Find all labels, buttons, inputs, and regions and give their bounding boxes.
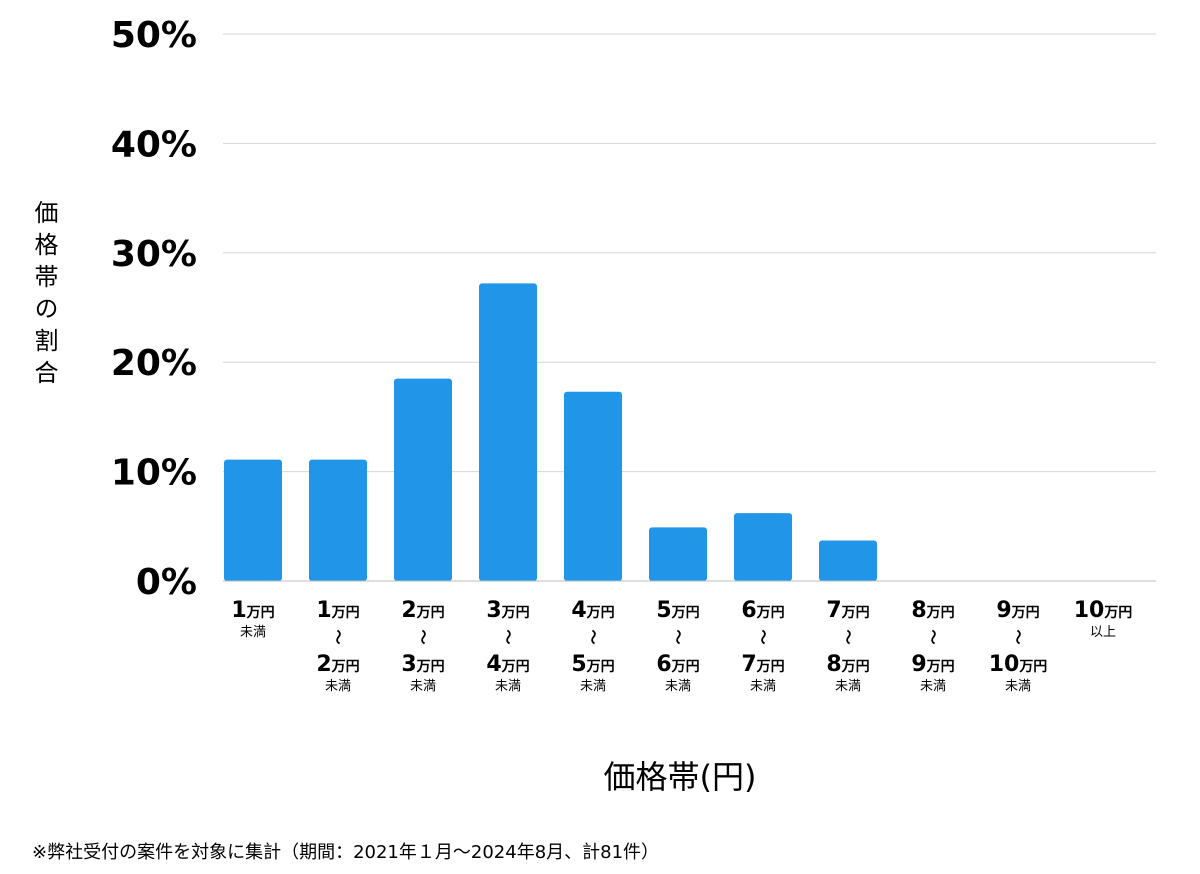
x-tick-suffix: 未満 xyxy=(1005,679,1031,694)
bar xyxy=(394,378,452,581)
y-tick-label: 20% xyxy=(111,343,197,384)
x-axis-label: 価格帯(円) xyxy=(603,758,757,796)
bar xyxy=(564,391,622,581)
x-tick-value: 8万円 xyxy=(826,652,869,677)
x-tick-value: 2万円 xyxy=(401,598,444,623)
x-tick-range-symbol: 〜 xyxy=(499,629,517,644)
x-tick-value: 3万円 xyxy=(401,652,444,677)
bar xyxy=(309,459,367,581)
x-tick-range-symbol: 〜 xyxy=(1009,629,1027,644)
x-tick-suffix: 未満 xyxy=(835,679,861,694)
x-tick-value: 10万円 xyxy=(1074,598,1133,623)
bar xyxy=(734,513,792,581)
x-tick-suffix: 未満 xyxy=(495,679,521,694)
x-tick-suffix: 未満 xyxy=(750,679,776,694)
x-tick-value: 9万円 xyxy=(996,598,1039,623)
x-tick-suffix: 以上 xyxy=(1090,625,1116,640)
x-tick-suffix: 未満 xyxy=(580,679,606,694)
bar xyxy=(819,540,877,581)
x-tick-range-symbol: 〜 xyxy=(329,629,347,644)
x-tick-suffix: 未満 xyxy=(410,679,436,694)
x-axis-ticks: 1万円未満1万円〜2万円未満2万円〜3万円未満3万円〜4万円未満4万円〜5万円未… xyxy=(231,598,1132,694)
x-tick-range-symbol: 〜 xyxy=(414,629,432,644)
x-tick-value: 7万円 xyxy=(826,598,869,623)
x-tick-value: 5万円 xyxy=(571,652,614,677)
x-tick-suffix: 未満 xyxy=(665,679,691,694)
x-tick-range-symbol: 〜 xyxy=(584,629,602,644)
y-tick-label: 10% xyxy=(111,453,197,494)
bar xyxy=(224,459,282,581)
gridlines xyxy=(223,33,1156,473)
x-tick-value: 9万円 xyxy=(911,652,954,677)
x-tick-value: 4万円 xyxy=(571,598,614,623)
x-tick-value: 4万円 xyxy=(486,652,529,677)
x-tick-value: 1万円 xyxy=(316,598,359,623)
x-tick-range-symbol: 〜 xyxy=(669,629,687,644)
x-tick-value: 6万円 xyxy=(656,652,699,677)
x-tick-suffix: 未満 xyxy=(325,679,351,694)
x-tick-suffix: 未満 xyxy=(240,625,266,640)
bar-chart: 0%10%20%30%40%50% 1万円未満1万円〜2万円未満2万円〜3万円未… xyxy=(111,15,1156,694)
y-tick-label: 50% xyxy=(111,15,197,56)
y-axis-label: 価格帯の割合 xyxy=(30,200,58,392)
y-axis-ticks: 0% 10% 20% 30% 40% 50% xyxy=(111,15,197,603)
y-tick-label: 40% xyxy=(111,124,197,165)
x-tick-value: 8万円 xyxy=(911,598,954,623)
x-tick-suffix: 未満 xyxy=(920,679,946,694)
x-tick-value: 6万円 xyxy=(741,598,784,623)
x-tick-value: 7万円 xyxy=(741,652,784,677)
y-tick-label: 30% xyxy=(111,234,197,275)
x-tick-range-symbol: 〜 xyxy=(839,629,857,644)
x-tick-value: 1万円 xyxy=(231,598,274,623)
bars xyxy=(224,283,877,581)
y-tick-label: 0% xyxy=(136,562,197,603)
footnote: ※弊社受付の案件を対象に集計（期間：2021年１月〜2024年8月、計81件） xyxy=(32,842,660,863)
x-tick-value: 5万円 xyxy=(656,598,699,623)
x-tick-range-symbol: 〜 xyxy=(754,629,772,644)
x-tick-value: 10万円 xyxy=(989,652,1048,677)
bar xyxy=(649,527,707,581)
x-tick-value: 2万円 xyxy=(316,652,359,677)
x-tick-value: 3万円 xyxy=(486,598,529,623)
bar xyxy=(479,283,537,581)
x-tick-range-symbol: 〜 xyxy=(924,629,942,644)
